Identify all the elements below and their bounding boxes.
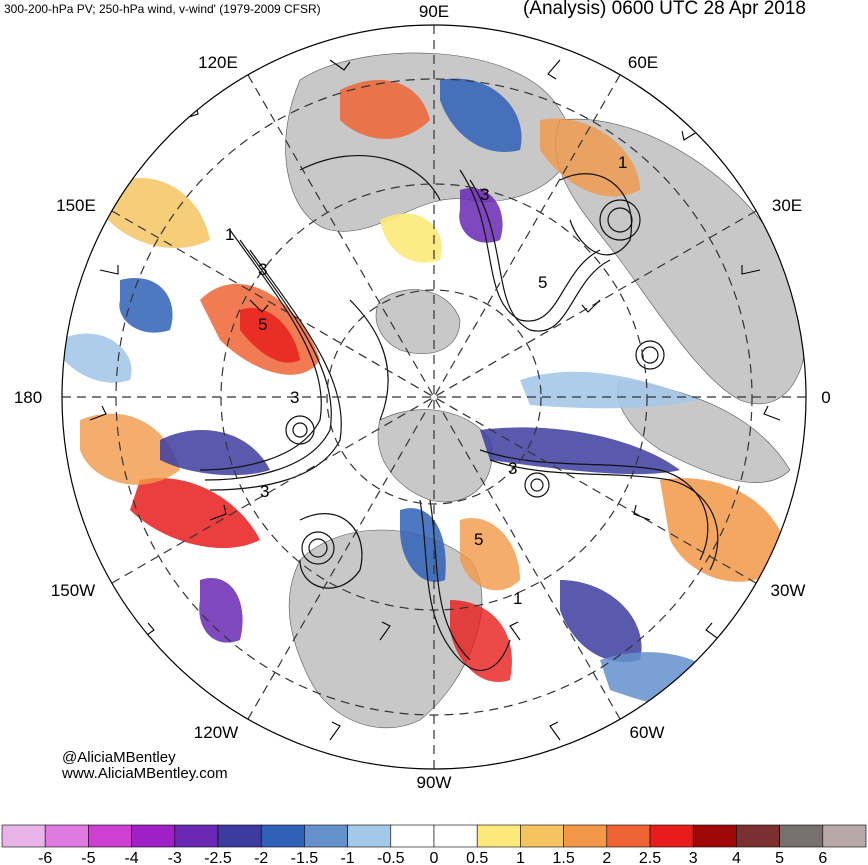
colorbar-ticks: -6 -5 -4 -3 -2.5 -2 -1.5 -1 -0.5 0 0.5 1 1.5 2 2.5 3 4 5 6	[38, 850, 827, 865]
colorbar-tick-label: 5	[775, 850, 784, 865]
lon-label-60w: 60W	[630, 723, 665, 742]
lon-label-120w: 120W	[194, 723, 238, 742]
map-border	[61, 24, 807, 770]
colorbar-swatch	[131, 824, 176, 848]
credit-website: www.AliciaMBentley.com	[62, 765, 228, 782]
colorbar-swatch	[476, 824, 521, 848]
contour-label: 3	[258, 260, 267, 279]
graticule	[62, 25, 806, 769]
colorbar-swatch	[88, 824, 132, 848]
contour-label: 5	[538, 273, 547, 292]
colorbar-swatch	[44, 824, 89, 848]
colorbar-swatch	[1, 824, 46, 848]
colorbar-tick-label: -4	[124, 850, 138, 865]
colorbar-swatch	[822, 824, 867, 848]
colorbar-swatch	[217, 824, 262, 848]
contour-label: 3	[290, 388, 299, 407]
longitude-labels: 90E 120E 60E 150E 30E 180 0 150W 30W 120…	[14, 2, 831, 792]
lon-label-60e: 60E	[628, 53, 658, 72]
colorbar-swatch	[390, 824, 435, 848]
credit-handle: @AliciaMBentley	[62, 749, 176, 766]
colorbar-tick-label: 3	[689, 850, 698, 865]
colorbar-tick-label: 1	[516, 850, 525, 865]
colorbar-swatch	[692, 824, 737, 848]
colorbar-tick-label: -5	[81, 850, 95, 865]
colorbar-tick-label: -6	[38, 850, 52, 865]
colorbar-swatches	[1, 824, 867, 848]
lon-label-30w: 30W	[771, 581, 806, 600]
contour-label: 3	[260, 482, 269, 501]
contour-label: 5	[474, 530, 483, 549]
contour-label: 1	[225, 225, 234, 244]
colorbar-swatch	[779, 824, 824, 848]
lon-label-90e: 90E	[419, 2, 449, 21]
colorbar-swatch	[563, 824, 608, 848]
contour-value-labels: 3 5 1 3 5 3 3 5 3 1 1	[225, 153, 627, 608]
colorbar-tick-label: -1	[340, 850, 354, 865]
colorbar-tick-label: -0.5	[377, 850, 405, 865]
colorbar-tick-label: 0	[430, 850, 439, 865]
colorbar-swatch	[736, 824, 780, 848]
colorbar-tick-label: -3	[168, 850, 182, 865]
colorbar-tick-label: -2	[254, 850, 268, 865]
colorbar-tick-label: 0.5	[466, 850, 488, 865]
colorbar-swatch	[520, 824, 564, 848]
colorbar-swatch	[606, 824, 651, 848]
left-title: 300-200-hPa PV; 250-hPa wind, v-wind' (1…	[4, 2, 321, 16]
colorbar-tick-label: 2	[602, 850, 611, 865]
lon-label-150e: 150E	[56, 196, 96, 215]
colorbar-swatch	[304, 824, 348, 848]
colorbar-tick-label: 1.5	[552, 850, 574, 865]
right-title: (Analysis) 0600 UTC 28 Apr 2018	[522, 0, 806, 19]
lon-label-0: 0	[821, 388, 830, 407]
pv-contours	[199, 155, 719, 671]
colorbar: -6 -5 -4 -3 -2.5 -2 -1.5 -1 -0.5 0 0.5 1 1.5 2 2.5 3 4 5 6	[1, 824, 867, 865]
contour-label: 1	[513, 589, 522, 608]
contour-label: 3	[480, 185, 489, 204]
colorbar-swatch	[433, 824, 478, 848]
colorbar-swatch	[649, 824, 694, 848]
colorbar-tick-label: -2.5	[204, 850, 232, 865]
lon-label-30e: 30E	[772, 196, 802, 215]
polar-map: 3 5 1 3 5 3 3 5 3 1 1 90E 120E 60E 150E …	[14, 2, 831, 792]
colorbar-tick-label: 4	[732, 850, 741, 865]
colorbar-swatch	[174, 824, 219, 848]
contour-label: 3	[508, 459, 517, 478]
contour-label: 1	[618, 153, 627, 172]
lon-label-120e: 120E	[198, 53, 238, 72]
colorbar-swatch	[260, 824, 305, 848]
colorbar-swatch	[347, 824, 392, 848]
lon-label-150w: 150W	[51, 581, 95, 600]
colorbar-tick-label: 2.5	[639, 850, 661, 865]
lon-label-180: 180	[14, 388, 42, 407]
colorbar-tick-label: 6	[818, 850, 827, 865]
contour-label: 5	[258, 315, 267, 334]
lon-label-90w: 90W	[417, 773, 452, 792]
colorbar-tick-label: -1.5	[291, 850, 319, 865]
